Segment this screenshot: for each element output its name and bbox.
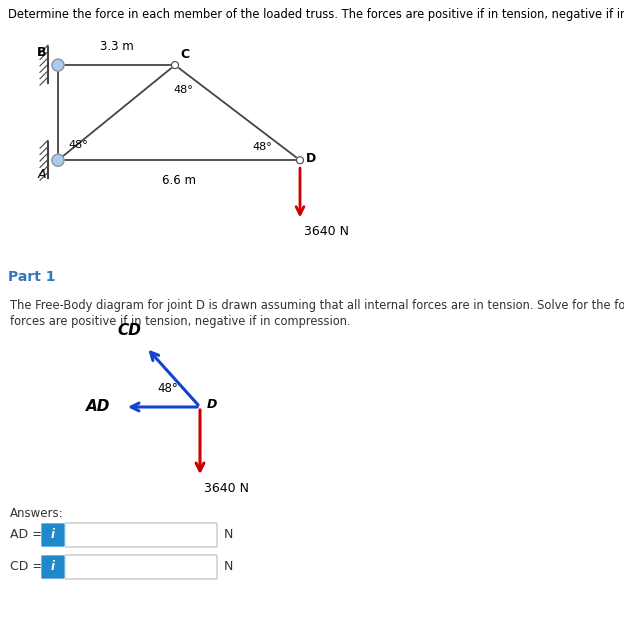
Text: CD: CD	[117, 323, 142, 337]
FancyBboxPatch shape	[65, 523, 217, 547]
Text: 6.6 m: 6.6 m	[162, 174, 196, 187]
Text: 48°: 48°	[158, 382, 178, 395]
Text: 48°: 48°	[252, 143, 271, 152]
Text: AD =: AD =	[10, 529, 43, 542]
Text: 48°: 48°	[68, 140, 88, 150]
Text: The Free-Body diagram for joint D is drawn assuming that all internal forces are: The Free-Body diagram for joint D is dra…	[10, 299, 624, 312]
Circle shape	[52, 59, 64, 71]
Text: C: C	[180, 48, 189, 61]
Text: CD =: CD =	[10, 560, 43, 573]
Text: Determine the force in each member of the loaded truss. The forces are positive : Determine the force in each member of th…	[8, 8, 624, 21]
Text: D: D	[207, 399, 217, 412]
Text: Answers:: Answers:	[10, 507, 64, 520]
FancyBboxPatch shape	[41, 523, 65, 547]
Text: 3640 N: 3640 N	[304, 225, 349, 238]
Circle shape	[172, 62, 178, 68]
Text: 3.3 m: 3.3 m	[100, 40, 134, 53]
Text: B: B	[36, 46, 46, 59]
Text: 48°: 48°	[173, 85, 193, 95]
Text: N: N	[224, 529, 233, 542]
Text: i: i	[51, 529, 55, 542]
FancyBboxPatch shape	[65, 555, 217, 579]
FancyBboxPatch shape	[41, 555, 65, 579]
Text: AD: AD	[85, 399, 110, 415]
Text: forces are positive if in tension, negative if in compression.: forces are positive if in tension, negat…	[10, 315, 351, 328]
Text: 3640 N: 3640 N	[204, 482, 249, 495]
Text: A: A	[37, 168, 46, 181]
Circle shape	[296, 157, 303, 164]
Text: Part 1: Part 1	[8, 270, 56, 284]
Text: i: i	[51, 560, 55, 573]
Circle shape	[52, 154, 64, 166]
Text: D: D	[306, 152, 316, 165]
Text: N: N	[224, 560, 233, 573]
